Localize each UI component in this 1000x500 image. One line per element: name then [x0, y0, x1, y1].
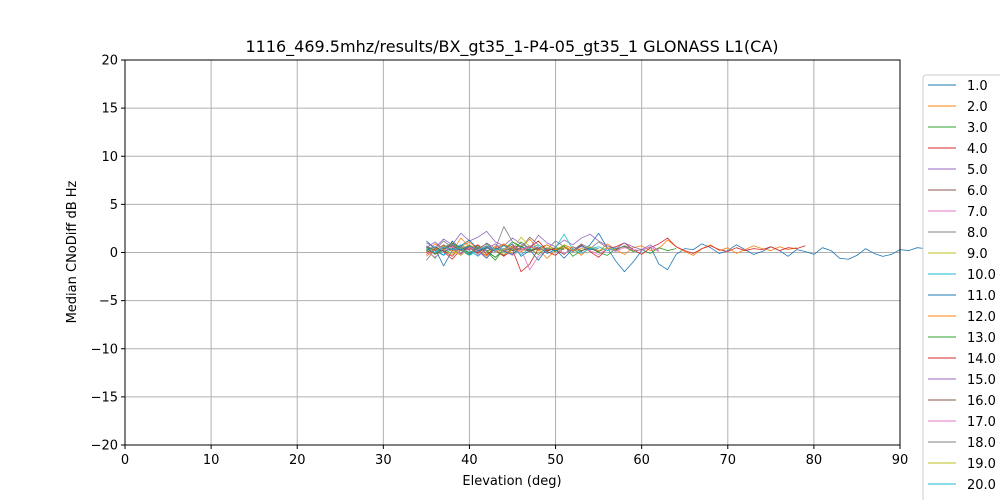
x-tick-label: 80: [806, 453, 823, 468]
y-tick-label: −10: [91, 342, 118, 357]
x-tick-label: 60: [633, 453, 650, 468]
x-tick-label: 50: [547, 453, 564, 468]
series-line-12.0: [426, 237, 582, 257]
series-line-21.0: [426, 245, 496, 252]
series-line-5.0: [426, 230, 660, 251]
legend-label: 10.0: [967, 268, 996, 283]
x-tick-label: 70: [720, 453, 737, 468]
legend-label: 8.0: [967, 226, 988, 241]
legend-label: 18.0: [967, 436, 996, 451]
legend-box: [922, 74, 1000, 500]
legend-label: 5.0: [967, 163, 988, 178]
series-line-18.0: [426, 243, 522, 254]
legend-label: 14.0: [967, 352, 996, 367]
y-tick-label: 5: [110, 198, 118, 213]
legend-label: 17.0: [967, 415, 996, 430]
y-tick-label: −15: [91, 390, 118, 405]
series-line-10.0: [426, 233, 616, 257]
x-tick-label: 20: [289, 453, 306, 468]
series-line-9.0: [426, 236, 616, 256]
series-line-20.0: [426, 245, 504, 256]
y-tick-label: 15: [101, 102, 118, 117]
y-tick-label: −20: [91, 439, 118, 454]
x-axis-label: Elevation (deg): [462, 474, 561, 489]
legend: 1.0 2.0 3.0 4.0 5.0 6.0 7.0 8.0 9.0 10.0 11.0 12.0 1…: [922, 74, 1000, 500]
legend-label: 1.0: [967, 79, 988, 94]
y-tick-label: 0: [110, 246, 118, 261]
legend-label: 4.0: [967, 142, 988, 157]
legend-label: 13.0: [967, 331, 996, 346]
series-layer: [426, 226, 969, 273]
legend-label: 6.0: [967, 184, 988, 199]
legend-label: 19.0: [967, 457, 996, 472]
y-tick-label: 10: [101, 150, 118, 165]
x-tick-label: 10: [203, 453, 220, 468]
x-tick-label: 30: [375, 453, 392, 468]
x-tick-label: 90: [892, 453, 909, 468]
legend-label: 7.0: [967, 205, 988, 220]
legend-label: 20.0: [967, 478, 996, 493]
y-tick-label: −5: [99, 294, 118, 309]
y-tick-label: 20: [101, 54, 118, 69]
legend-label: 11.0: [967, 289, 996, 304]
series-line-14.0: [426, 240, 556, 257]
legend-label: 2.0: [967, 100, 988, 115]
chart-title: 1116_469.5mhz/results/BX_gt35_1-P4-05_gt…: [245, 37, 778, 57]
y-axis-label: Median CNoDiff dB Hz: [65, 180, 80, 323]
legend-label: 15.0: [967, 373, 996, 388]
legend-label: 9.0: [967, 247, 988, 262]
legend-label: 3.0: [967, 121, 988, 136]
x-tick-label: 0: [121, 453, 129, 468]
x-tick-label: 40: [461, 453, 478, 468]
legend-label: 16.0: [967, 394, 996, 409]
legend-label: 12.0: [967, 310, 996, 325]
